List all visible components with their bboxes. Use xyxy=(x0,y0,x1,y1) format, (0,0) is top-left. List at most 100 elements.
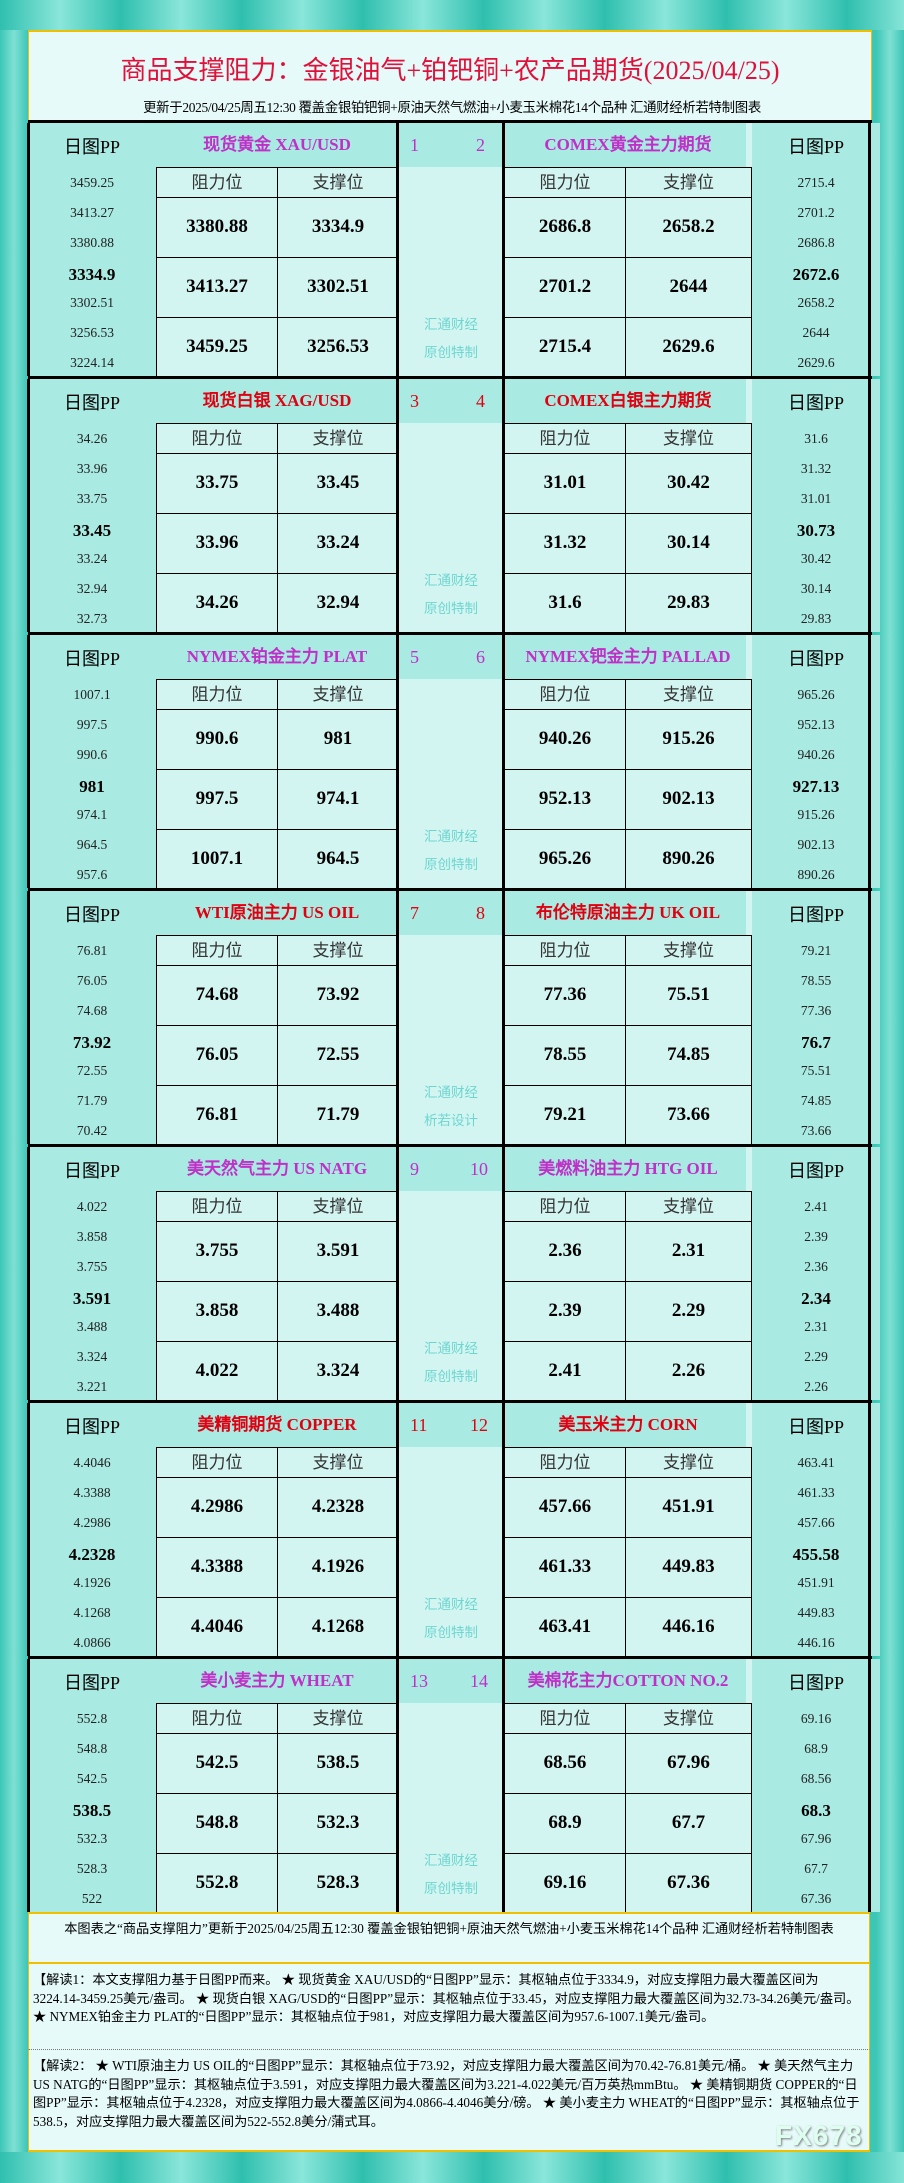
support-header: 支撑位 xyxy=(625,1191,752,1222)
pp-level: 33.75 xyxy=(76,491,108,506)
pivot-point: 76.7 xyxy=(801,1033,831,1052)
instrument-name: 美玉米主力 CORN xyxy=(558,1415,698,1434)
pp-level: 964.5 xyxy=(76,837,108,852)
resistance-value: 2701.2 xyxy=(504,257,626,318)
support-value: 4.1926 xyxy=(277,1537,399,1598)
pp-level: 997.5 xyxy=(76,717,108,732)
credit-line: 原创特制 xyxy=(424,1881,478,1897)
support-value: 3256.53 xyxy=(277,317,399,378)
pp-column-right: 日图PP 79.21 78.55 77.36 76.7 75.51 74.85 73.66 xyxy=(752,891,880,1144)
instrument-name: NYMEX钯金主力 PALLAD xyxy=(525,647,731,666)
pp-label: 日图PP xyxy=(63,1161,121,1181)
resistance-value: 31.32 xyxy=(504,513,626,574)
support-value: 4.2328 xyxy=(277,1477,399,1538)
resistance-value: 79.21 xyxy=(504,1085,626,1146)
resistance-value: 34.26 xyxy=(156,573,278,634)
pp-label: 日图PP xyxy=(63,649,121,669)
pivot-point: 3.591 xyxy=(72,1289,112,1308)
resistance-header: 阻力位 xyxy=(504,1191,626,1222)
pp-level: 463.41 xyxy=(797,1455,835,1470)
pp-level: 3302.51 xyxy=(70,295,114,310)
support-value: 3.324 xyxy=(277,1341,399,1402)
resistance-header: 阻力位 xyxy=(156,679,278,710)
support-value: 890.26 xyxy=(625,829,752,890)
pivot-point: 538.5 xyxy=(72,1801,112,1820)
column-divider xyxy=(868,379,871,632)
pivot-point: 73.92 xyxy=(72,1033,112,1052)
pp-column-left: 日图PP 1007.1 997.5 990.6 981 974.1 964.5 957.6 xyxy=(28,635,156,888)
instrument-name: COMEX黄金主力期货 xyxy=(544,135,712,154)
instrument-header xyxy=(156,379,398,423)
resistance-value: 76.81 xyxy=(156,1085,278,1146)
resistance-value: 33.75 xyxy=(156,453,278,514)
pp-level: 72.55 xyxy=(76,1063,108,1078)
pp-level: 71.79 xyxy=(76,1093,108,1108)
pp-level: 461.33 xyxy=(797,1485,835,1500)
pp-level: 29.83 xyxy=(800,611,832,626)
pp-level: 69.16 xyxy=(800,1711,832,1726)
column-divider xyxy=(868,635,871,888)
resistance-value: 461.33 xyxy=(504,1537,626,1598)
pp-level: 3459.25 xyxy=(70,175,114,190)
support-value: 73.66 xyxy=(625,1085,752,1146)
pp-label: 日图PP xyxy=(787,1417,845,1437)
support-value: 2629.6 xyxy=(625,317,752,378)
pp-level: 32.73 xyxy=(76,611,108,626)
resistance-header: 阻力位 xyxy=(504,1703,626,1734)
instrument-number: 1 xyxy=(410,135,419,155)
resistance-value: 542.5 xyxy=(156,1733,278,1794)
pp-level: 3.221 xyxy=(76,1379,108,1394)
resistance-header: 阻力位 xyxy=(156,167,278,198)
footer-note: 本图表之“商品支撑阻力”更新于2025/04/25周五12:30 覆盖金银铂钯铜… xyxy=(28,1912,870,1963)
pp-level: 3224.14 xyxy=(70,355,114,370)
resistance-value: 68.56 xyxy=(504,1733,626,1794)
column-divider xyxy=(27,1659,30,1912)
pp-level: 67.36 xyxy=(800,1891,832,1906)
support-value: 29.83 xyxy=(625,573,752,634)
resistance-value: 74.68 xyxy=(156,965,278,1026)
resistance-value: 31.01 xyxy=(504,453,626,514)
instrument-header xyxy=(156,891,398,935)
pp-level: 33.96 xyxy=(76,461,108,476)
pp-column-left: 日图PP 4.4046 4.3388 4.2986 4.2328 4.1926 4.1268… xyxy=(28,1403,156,1656)
credit-line: 汇通财经 xyxy=(424,573,478,589)
resistance-value: 3.858 xyxy=(156,1281,278,1342)
column-divider xyxy=(868,1403,871,1656)
instrument-number: 14 xyxy=(470,1671,488,1691)
support-value: 30.42 xyxy=(625,453,752,514)
instrument-number: 6 xyxy=(476,647,485,667)
resistance-value: 463.41 xyxy=(504,1597,626,1658)
support-value: 32.94 xyxy=(277,573,399,634)
resistance-header: 阻力位 xyxy=(156,423,278,454)
resistance-value: 552.8 xyxy=(156,1853,278,1914)
page-title: 商品支撑阻力：金银油气+铂钯铜+农产品期货(2025/04/25) xyxy=(120,56,780,85)
pp-level: 2.41 xyxy=(804,1199,828,1214)
support-value: 3.591 xyxy=(277,1221,399,1282)
resistance-header: 阻力位 xyxy=(504,679,626,710)
credit-line: 原创特制 xyxy=(424,1369,478,1385)
column-divider xyxy=(396,1659,399,1912)
pp-level: 990.6 xyxy=(76,747,108,762)
column-divider xyxy=(868,891,871,1144)
pp-level: 4.3388 xyxy=(73,1485,111,1500)
pivot-point: 927.13 xyxy=(792,777,840,796)
resistance-value: 4.3388 xyxy=(156,1537,278,1598)
pp-level: 4.1926 xyxy=(73,1575,111,1590)
pp-level: 75.51 xyxy=(800,1063,832,1078)
support-value: 2.31 xyxy=(625,1221,752,1282)
watermark-logo: FX678 xyxy=(775,2120,863,2151)
pp-column-left: 日图PP 76.81 76.05 74.68 73.92 72.55 71.79 70.42 xyxy=(28,891,156,1144)
pp-column-left: 日图PP 4.022 3.858 3.755 3.591 3.488 3.324 3.221 xyxy=(28,1147,156,1400)
resistance-value: 33.96 xyxy=(156,513,278,574)
pp-level: 902.13 xyxy=(797,837,835,852)
column-divider xyxy=(396,1147,399,1400)
instrument-header xyxy=(504,891,746,935)
support-header: 支撑位 xyxy=(277,1703,399,1734)
credit-line: 原创特制 xyxy=(424,1625,478,1641)
pp-level: 79.21 xyxy=(800,943,832,958)
number-header xyxy=(398,1659,504,1703)
support-value: 2644 xyxy=(625,257,752,318)
instrument-name: 美燃料油主力 HTG OIL xyxy=(538,1159,718,1178)
resistance-value: 3459.25 xyxy=(156,317,278,378)
pp-level: 965.26 xyxy=(797,687,835,702)
